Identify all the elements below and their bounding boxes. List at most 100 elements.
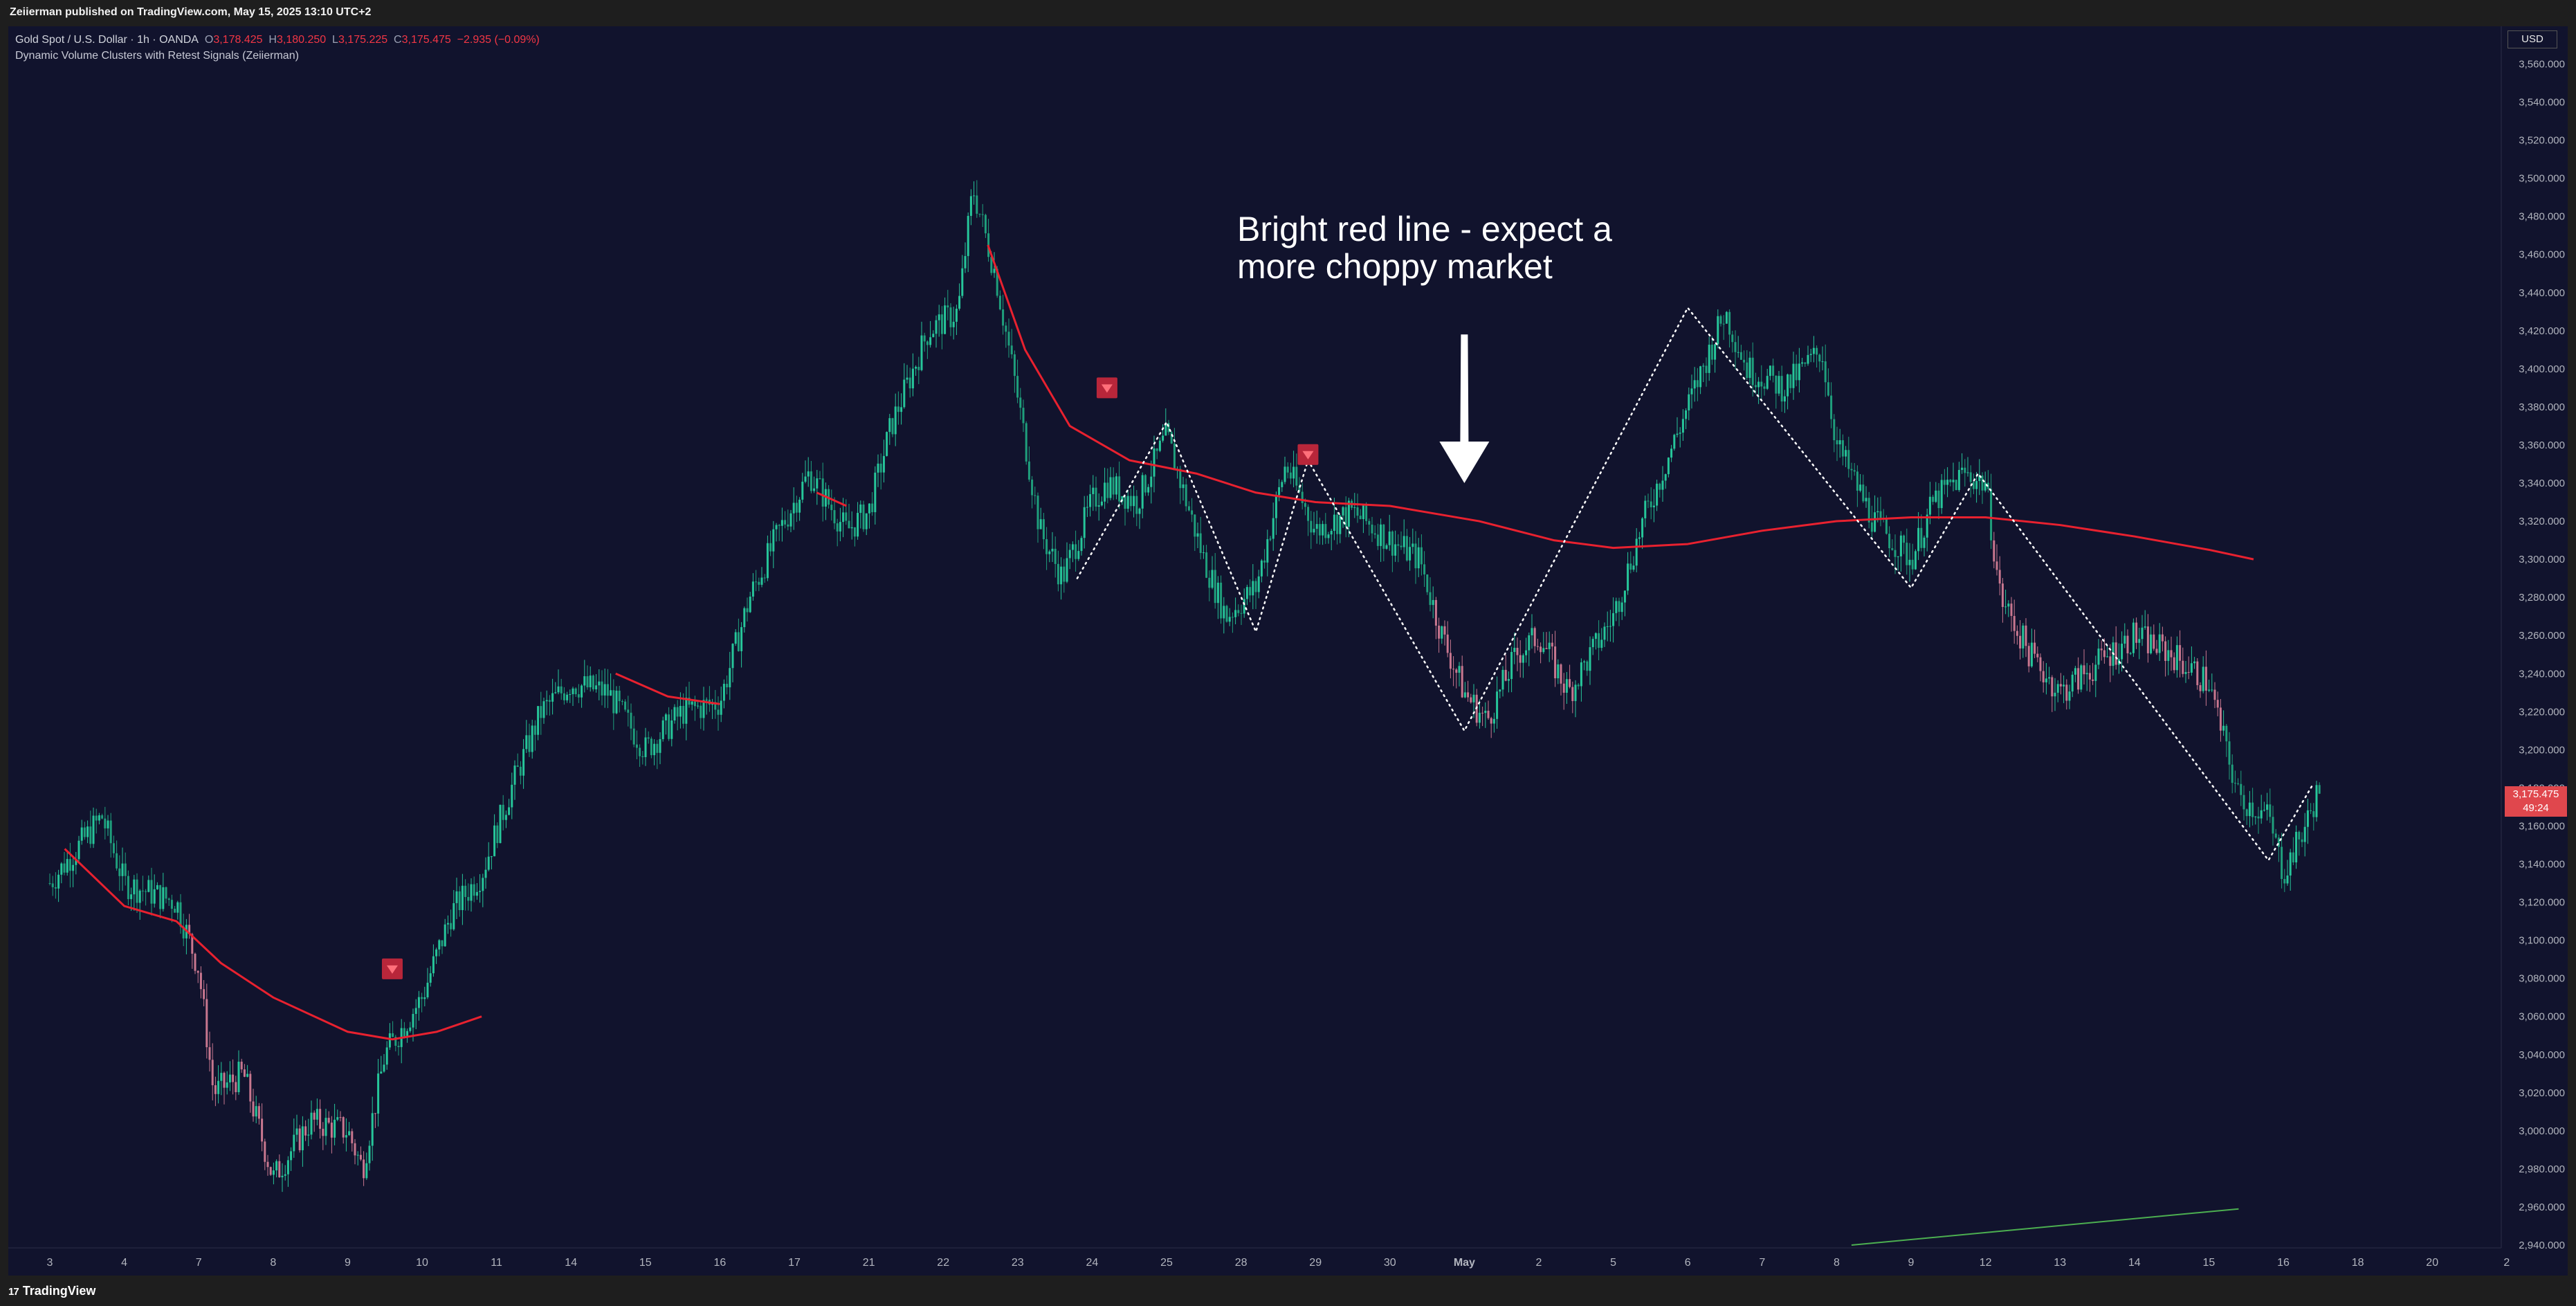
- candle-body: [2202, 666, 2204, 691]
- candle-body: [1158, 440, 1161, 451]
- x-tick-label: 23: [1012, 1257, 1024, 1269]
- candle-body: [850, 527, 853, 529]
- symbol-name[interactable]: Gold Spot / U.S. Dollar · 1h · OANDA: [15, 34, 199, 46]
- candle-body: [897, 406, 899, 412]
- candle-body: [1911, 559, 1914, 570]
- candle-body: [1051, 548, 1054, 552]
- candle-body: [191, 934, 194, 954]
- candle-body: [1272, 518, 1275, 539]
- candle-body: [621, 701, 623, 702]
- candle-body: [548, 700, 551, 702]
- indicator-name[interactable]: Dynamic Volume Clusters with Retest Sign…: [15, 50, 299, 62]
- candle-body: [886, 432, 888, 456]
- candle-body: [650, 738, 652, 756]
- candle-body: [1510, 651, 1513, 680]
- candle-body: [795, 502, 798, 513]
- candle-body: [1441, 626, 1443, 639]
- candle-body: [1693, 380, 1696, 389]
- x-tick-label: 22: [937, 1257, 949, 1269]
- candle-body: [1385, 545, 1388, 549]
- candle-body: [1710, 345, 1713, 360]
- candle-body: [2161, 634, 2164, 642]
- candle-body: [153, 889, 156, 904]
- candle-body: [554, 692, 557, 693]
- candle-body: [1603, 626, 1606, 640]
- candle-body: [174, 909, 176, 913]
- candle-body: [1891, 548, 1894, 550]
- candle-body: [976, 195, 978, 214]
- candle-body: [1714, 344, 1717, 360]
- candle-body: [1173, 443, 1176, 471]
- candle-body: [2260, 810, 2263, 819]
- candle-body: [592, 675, 594, 690]
- candle-body: [412, 1013, 414, 1028]
- candle-body: [1966, 472, 1969, 473]
- candle-body: [2184, 671, 2187, 674]
- candle-body: [83, 827, 86, 837]
- candle-body: [1426, 574, 1429, 592]
- price-axis[interactable]: 2,940.000 2,960.000 2,980.000 3,000.000 3,02…: [2519, 58, 2565, 1251]
- candle-body: [455, 891, 458, 903]
- candle-body: [359, 1154, 362, 1160]
- candle-body: [264, 1141, 266, 1162]
- x-tick-label: 17: [788, 1257, 801, 1269]
- candle-body: [1356, 507, 1359, 516]
- candle-body: [821, 478, 824, 507]
- candle-body: [2051, 677, 2054, 697]
- candle-body: [232, 1074, 235, 1082]
- candle-body: [2121, 644, 2123, 660]
- time-axis[interactable]: 3 4 7 8 9 10 11 14 15 16 17 21 22 23 24 25 28 29 30 May 2 5 6 7…: [47, 1257, 2510, 1269]
- candle-body: [990, 257, 993, 273]
- candle-body: [1275, 495, 1277, 518]
- candle-body: [511, 784, 513, 808]
- currency-selector[interactable]: USD: [2508, 30, 2557, 48]
- candle-body: [1397, 544, 1400, 546]
- candle-body: [1903, 535, 1906, 543]
- candle-body: [996, 269, 998, 296]
- candle-body: [664, 714, 667, 720]
- down-arrow-icon: [1302, 451, 1314, 460]
- candle-body: [1118, 476, 1121, 502]
- close-value: 3,175.475: [401, 34, 451, 46]
- candle-body: [2092, 679, 2094, 681]
- candle-body: [2074, 668, 2076, 675]
- candle-body: [923, 335, 926, 342]
- candle-body: [938, 314, 940, 320]
- candle-body: [810, 471, 812, 491]
- candle-body: [1833, 419, 1836, 441]
- candle-body: [1461, 666, 1463, 698]
- candle-body: [1208, 577, 1211, 588]
- candle-body: [1632, 565, 1635, 570]
- y-tick-label: 3,300.000: [2519, 554, 2565, 565]
- candle-body: [356, 1154, 359, 1156]
- candle-body: [661, 720, 664, 739]
- candle-body: [1853, 470, 1856, 472]
- candle-body: [1589, 647, 1591, 671]
- candle-body: [2016, 631, 2018, 636]
- chart-pane[interactable]: Bright red line - expect a more choppy ma…: [8, 26, 2568, 1276]
- candle-body: [984, 215, 987, 234]
- candle-body: [772, 529, 775, 552]
- tradingview-brand[interactable]: 17 TradingView: [8, 1284, 95, 1298]
- x-tick-label: 8: [270, 1257, 276, 1269]
- candle-body: [1420, 547, 1423, 565]
- candle-body: [240, 1061, 243, 1070]
- candle-body: [156, 885, 158, 889]
- candle-body: [374, 1113, 376, 1114]
- candle-body: [1717, 316, 1719, 345]
- candle-body: [1946, 480, 1949, 485]
- candle-body: [993, 269, 996, 273]
- candle-body: [1492, 718, 1495, 724]
- candle-body: [2306, 810, 2309, 827]
- candle-body: [2001, 583, 2004, 607]
- candle-body: [138, 890, 141, 903]
- candle-body: [2077, 668, 2080, 690]
- candle-body: [1638, 537, 1641, 539]
- candle-body: [857, 513, 859, 537]
- candle-body: [1478, 712, 1481, 723]
- candle-body: [891, 418, 894, 435]
- candle-body: [1027, 461, 1030, 480]
- bar-countdown: 49:24: [2523, 802, 2549, 814]
- candle-body: [1897, 556, 1899, 557]
